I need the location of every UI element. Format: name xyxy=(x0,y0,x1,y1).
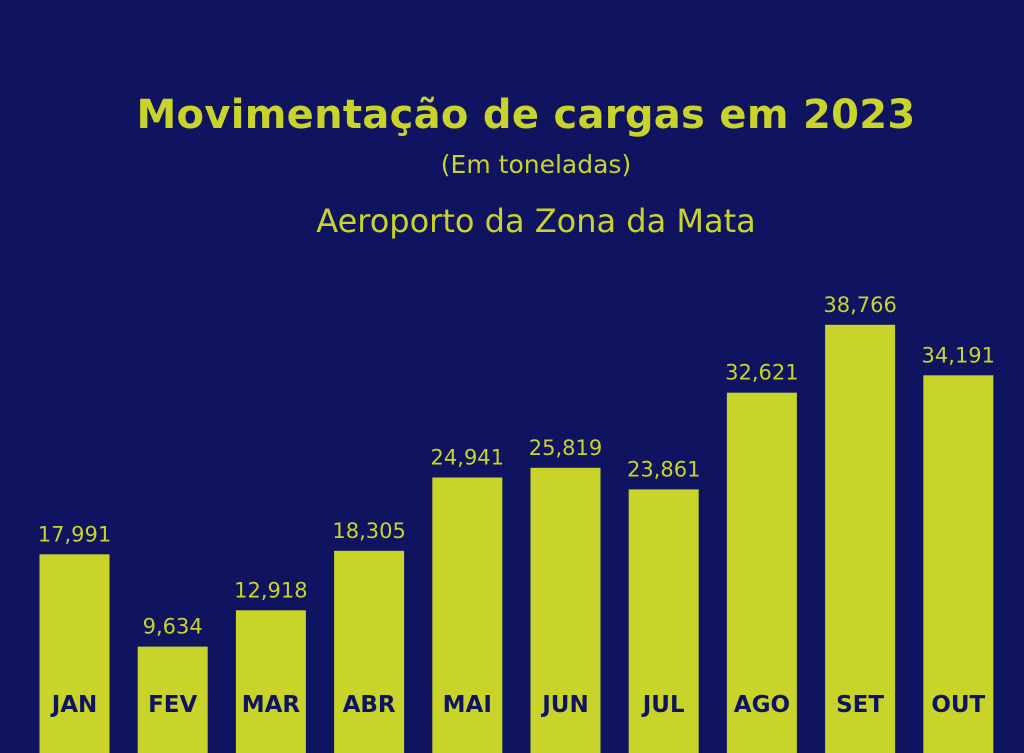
bar-out xyxy=(923,375,994,753)
value-label: 9,634 xyxy=(143,615,203,639)
value-label: 18,305 xyxy=(332,519,405,543)
bar-set xyxy=(825,324,896,753)
bar-jul xyxy=(628,489,699,753)
category-label: JAN xyxy=(50,692,98,718)
category-label: JUL xyxy=(641,692,685,718)
value-label: 38,766 xyxy=(823,293,896,317)
chart-subtitle: (Em toneladas) xyxy=(440,150,632,179)
chart-title: Movimentação de cargas em 2023 xyxy=(136,92,916,138)
category-label: SET xyxy=(836,692,884,718)
bar-fev xyxy=(137,646,208,753)
chart-caption: Aeroporto da Zona da Mata xyxy=(316,202,756,240)
category-label: AGO xyxy=(734,692,790,718)
value-label: 12,918 xyxy=(234,578,307,602)
value-label: 25,819 xyxy=(529,436,602,460)
bar-jun xyxy=(530,467,601,753)
bar-mai xyxy=(432,477,503,753)
bar-mar xyxy=(235,610,306,753)
category-label: MAR xyxy=(242,692,301,718)
value-label: 23,861 xyxy=(627,457,700,481)
bar-abr xyxy=(334,550,405,753)
category-label: MAI xyxy=(443,692,492,718)
value-label: 34,191 xyxy=(922,343,995,367)
category-label: FEV xyxy=(148,692,197,718)
category-label: ABR xyxy=(343,692,396,718)
value-label: 32,621 xyxy=(725,361,798,385)
value-label: 17,991 xyxy=(38,522,111,546)
bar-jan xyxy=(39,554,110,753)
category-label: OUT xyxy=(931,692,985,718)
bar-ago xyxy=(726,392,797,753)
value-label: 24,941 xyxy=(431,446,504,470)
category-label: JUN xyxy=(540,692,588,718)
